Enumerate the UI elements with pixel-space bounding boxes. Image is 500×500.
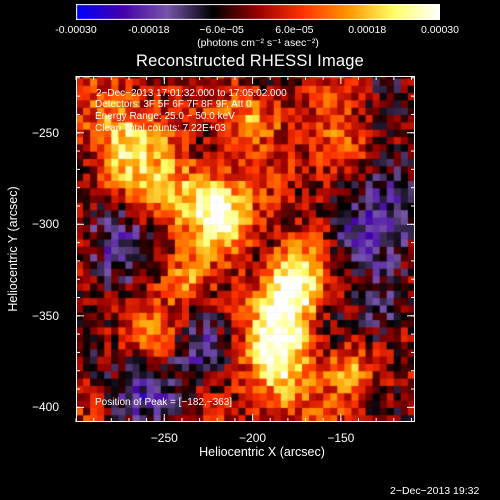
colorbar-tick-label: 0.00030 (421, 24, 459, 36)
colorbar-tick-label: −6.0e−05 (199, 24, 244, 36)
annotation-detectors: Detectors: 3F 5F 6F 7F 8F 9F, Att 0 (95, 99, 252, 110)
y-tick-label: −400 (32, 400, 60, 415)
colorbar-unit-label: (photons cm⁻² s⁻¹ asec⁻²) (197, 37, 319, 49)
colorbar-tick-label: -0.00018 (128, 24, 170, 36)
x-tick-label: −250 (150, 431, 178, 445)
annotation-total-counts: Clean Total counts: 7.22E+03 (95, 123, 226, 134)
colorbar (76, 4, 440, 20)
y-tick-label: −250 (32, 125, 60, 140)
colorbar-tick-label: -0.00030 (55, 24, 97, 36)
annotation-energy-range: Energy Range: 25.0 − 50.0 keV (95, 111, 235, 122)
x-tick-label: −200 (239, 431, 267, 445)
y-tick-label: −300 (32, 217, 60, 232)
annotation-time-range: 2−Dec−2013 17:01:32.000 to 17:05:02.000 (96, 88, 287, 99)
y-tick-label: −350 (32, 308, 60, 323)
chart-title: Reconstructed RHESSI Image (135, 52, 365, 70)
footer-timestamp: 2−Dec−2013 19:32 (390, 485, 480, 497)
y-axis-label: Heliocentric Y (arcsec) (6, 186, 20, 312)
colorbar-tick-label: 0.00018 (348, 24, 387, 36)
x-tick-label: −150 (327, 431, 355, 445)
x-axis-label: Heliocentric X (arcsec) (199, 445, 325, 459)
plot-area (76, 76, 415, 422)
heatmap-image (76, 76, 415, 422)
colorbar-tick-label: 6.0e−05 (275, 24, 314, 36)
annotation-peak-position: Position of Peak = [−182,−363] (95, 397, 233, 408)
